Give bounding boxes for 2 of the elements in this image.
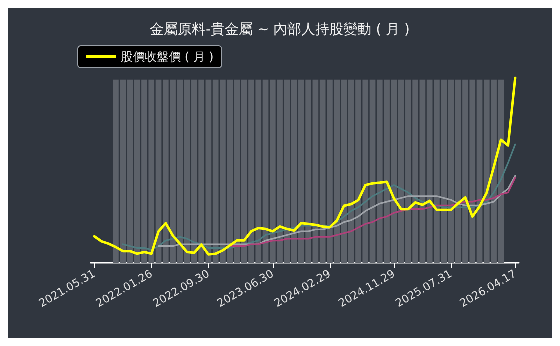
legend-label: 股價收盤價 ( 月 )	[121, 50, 214, 64]
chart-title: 金屬原料-貴金屬 ~ 內部人持股變動 ( 月 )	[150, 22, 410, 38]
